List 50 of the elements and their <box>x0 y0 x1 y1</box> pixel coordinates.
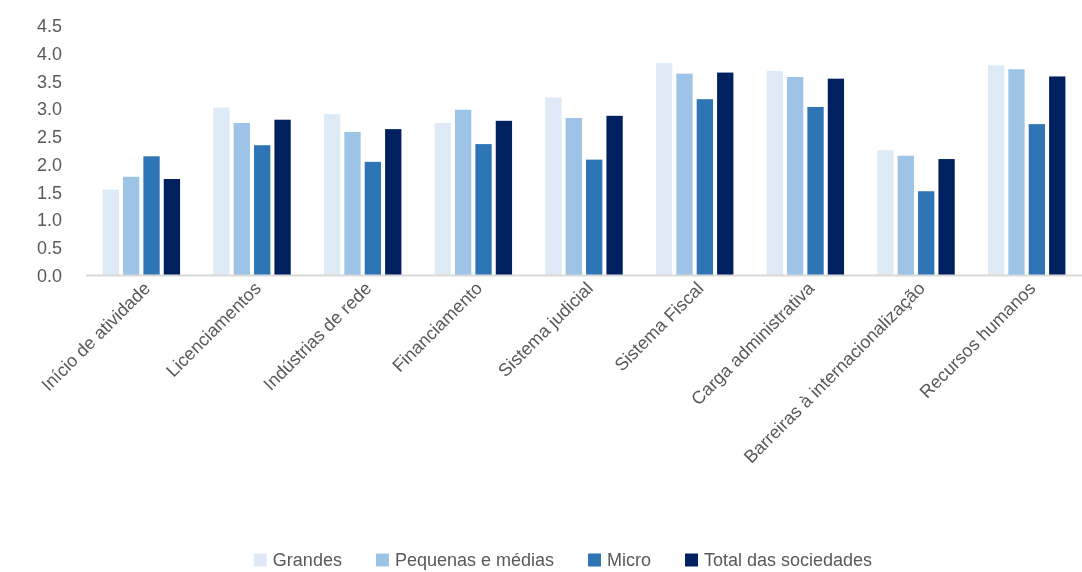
bar <box>274 119 291 276</box>
bar <box>122 176 140 276</box>
bar <box>344 131 361 276</box>
y-tick-label: 3.0 <box>36 99 62 120</box>
y-tick-label: 3.5 <box>36 71 62 92</box>
bar <box>434 123 451 276</box>
legend-label: Pequenas e médias <box>394 550 555 571</box>
bar <box>897 155 914 276</box>
bar <box>1028 124 1046 276</box>
bar <box>545 97 562 276</box>
y-tick-label: 4.0 <box>36 44 62 65</box>
bar <box>323 114 341 276</box>
legend-label: Grandes <box>272 550 342 571</box>
bar <box>877 150 894 276</box>
bar <box>254 145 271 276</box>
bar <box>475 144 492 276</box>
bar <box>454 109 472 276</box>
bar <box>495 120 513 276</box>
bar <box>606 115 623 276</box>
bar <box>655 63 673 276</box>
legend-label: Micro <box>607 550 652 571</box>
y-tick-label: 2.0 <box>36 154 62 175</box>
bar <box>676 73 693 276</box>
legend-label: Total das sociedades <box>704 550 873 571</box>
bar <box>213 107 230 276</box>
y-tick-label: 0.5 <box>36 238 62 259</box>
bar <box>938 159 955 276</box>
bar <box>918 191 935 276</box>
bar <box>696 99 714 276</box>
bar <box>233 123 250 276</box>
bar <box>807 106 824 276</box>
bar <box>102 189 119 276</box>
bar <box>586 159 603 276</box>
bar <box>1008 69 1025 276</box>
y-tick-label: 1.0 <box>36 210 62 231</box>
bar <box>143 156 160 276</box>
bar <box>987 65 1005 276</box>
bar <box>827 78 845 276</box>
bar <box>364 161 382 276</box>
bar <box>565 118 582 276</box>
bar <box>786 77 804 276</box>
bar <box>1049 76 1066 276</box>
y-tick-label: 0.0 <box>36 265 62 286</box>
bar <box>766 70 783 276</box>
bar <box>717 72 734 276</box>
y-tick-label: 4.5 <box>36 16 62 37</box>
y-tick-label: 1.5 <box>36 182 62 203</box>
bar <box>385 129 402 276</box>
y-tick-label: 2.5 <box>36 127 62 148</box>
bar <box>163 179 181 276</box>
